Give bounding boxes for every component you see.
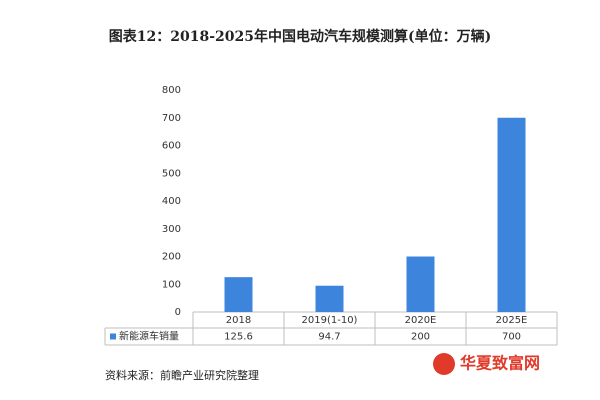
legend-label: 新能源车销量 — [119, 330, 179, 343]
table-value: 125.6 — [224, 332, 253, 343]
y-tick-label: 400 — [162, 196, 181, 207]
x-tick-label: 2019(1-10) — [302, 315, 358, 326]
watermark: 华夏致富网 — [460, 354, 540, 373]
y-tick-label: 600 — [162, 141, 181, 152]
table-value: 200 — [411, 332, 430, 343]
table-value: 700 — [502, 332, 521, 343]
y-tick-label: 200 — [162, 252, 181, 263]
bar — [315, 285, 344, 312]
x-tick-label: 2018 — [226, 315, 251, 326]
x-tick-label: 2025E — [496, 315, 528, 326]
y-tick-label: 700 — [162, 113, 181, 124]
y-tick-label: 500 — [162, 168, 181, 179]
y-tick-label: 0 — [175, 307, 181, 318]
watermark-logo — [433, 353, 455, 375]
y-tick-label: 800 — [162, 85, 181, 96]
chart-title: 图表12：2018-2025年中国电动汽车规模测算(单位：万辆) — [109, 28, 491, 45]
table-value: 94.7 — [318, 332, 340, 343]
y-tick-label: 100 — [162, 279, 181, 290]
source-note: 资料来源：前瞻产业研究院整理 — [105, 368, 259, 382]
legend-swatch — [110, 333, 116, 340]
bar — [497, 117, 526, 312]
x-tick-label: 2020E — [405, 315, 437, 326]
bar — [224, 277, 253, 312]
bar — [406, 256, 435, 312]
y-tick-label: 300 — [162, 224, 181, 235]
